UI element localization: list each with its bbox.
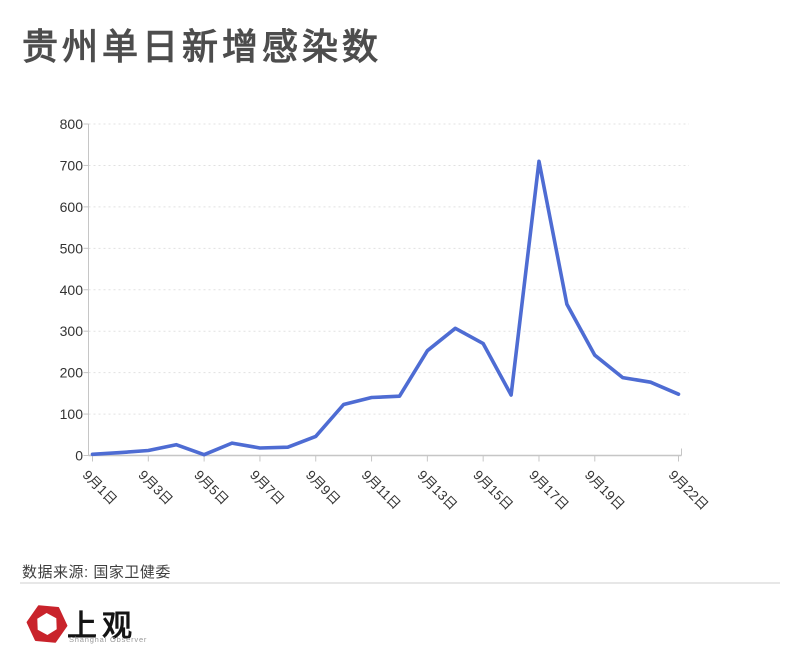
x-axis-label: 9月19日 [582, 467, 628, 513]
publisher-logo: 上观 Shanghai Observer [25, 601, 225, 651]
y-axis-label: 800 [60, 116, 84, 132]
data-line [90, 159, 681, 457]
x-axis-label: 9月15日 [470, 467, 516, 513]
y-axis-label: 600 [60, 199, 84, 215]
x-axis-label: 9月9日 [303, 467, 343, 507]
x-axis-label: 9月22日 [666, 467, 712, 513]
logo-text-cn: 上观 [67, 609, 137, 644]
y-axis-label: 500 [60, 240, 84, 256]
y-axis-label: 400 [60, 282, 84, 298]
y-axis-label: 100 [60, 406, 84, 422]
divider [20, 582, 780, 584]
x-axis-label: 9月17日 [526, 467, 572, 513]
logo-hexagon-inner [37, 613, 57, 635]
chart-title: 贵州单日新增感染数 [22, 26, 383, 67]
y-axis-label: 300 [60, 323, 84, 339]
y-axis-label: 700 [60, 157, 84, 173]
line-chart: 0 100 200 300 400 500 600 700 800 9月1日 9月3日 9月5日 9月7… [60, 116, 712, 513]
x-axis-label: 9月5日 [191, 467, 231, 507]
x-axis-label: 9月7日 [247, 467, 287, 507]
data-source-label: 数据来源: 国家卫健委 [22, 564, 171, 581]
x-axis-label: 9月3日 [135, 467, 175, 507]
x-axis-label: 9月13日 [414, 467, 460, 513]
y-axis-label: 200 [60, 365, 84, 381]
x-axis-label: 9月1日 [80, 467, 120, 507]
x-axis-label: 9月11日 [359, 467, 404, 512]
y-axis-label: 0 [75, 448, 83, 464]
shanghai-observer-logo-icon [26, 605, 68, 643]
logo-text-en: Shanghai Observer [69, 635, 148, 644]
